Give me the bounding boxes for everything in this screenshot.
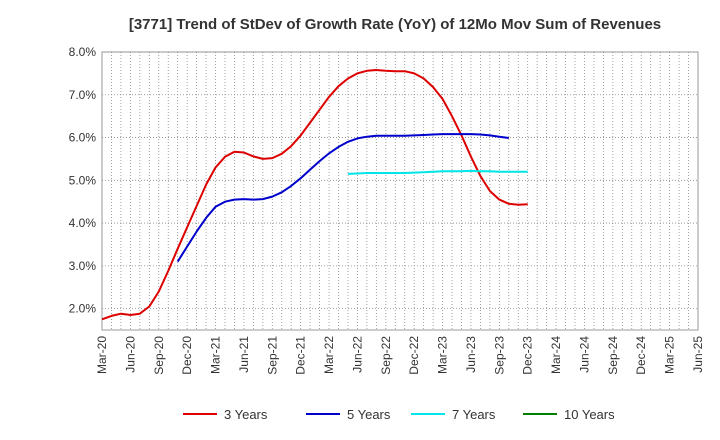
x-tick-label: Sep-23: [492, 336, 506, 375]
x-tick-label: Mar-23: [436, 336, 450, 374]
x-tick-label: Dec-24: [634, 336, 648, 375]
x-tick-label: Dec-23: [521, 336, 535, 375]
x-tick-label: Jun-23: [464, 336, 478, 373]
x-tick-label: Mar-25: [663, 336, 677, 374]
x-tick-label: Jun-25: [691, 336, 705, 373]
x-tick-label: Mar-24: [549, 336, 563, 374]
series-line-5-years: [176, 133, 509, 263]
y-axis-ticks: 8.0% 7.0% 6.0% 5.0% 4.0% 3.0% 2.0%: [69, 45, 97, 316]
legend-label: 10 Years: [564, 407, 615, 422]
series-line-7-years: [347, 169, 528, 175]
series-line-3-years: [101, 69, 528, 321]
legend: 3 Years 5 Years 7 Years 10 Years: [183, 407, 615, 422]
chart-title: [3771] Trend of StDev of Growth Rate (Yo…: [129, 16, 661, 33]
x-tick-label: Sep-21: [265, 336, 279, 375]
y-tick-label: 6.0%: [69, 131, 97, 145]
y-tick-label: 4.0%: [69, 216, 97, 230]
x-axis-ticks: Mar-20 Jun-20 Sep-20 Dec-20 Mar-21 Jun-21 Sep-…: [95, 336, 705, 375]
y-tick-label: 8.0%: [69, 45, 97, 59]
legend-label: 3 Years: [224, 407, 268, 422]
x-tick-label: Mar-20: [95, 336, 109, 374]
x-tick-label: Jun-24: [577, 336, 591, 373]
series-lines: [101, 69, 528, 321]
x-tick-label: Sep-20: [152, 336, 166, 375]
y-tick-label: 7.0%: [69, 88, 97, 102]
x-tick-label: Jun-22: [350, 336, 364, 373]
y-tick-label: 3.0%: [69, 259, 97, 273]
y-tick-label: 5.0%: [69, 173, 97, 187]
x-tick-label: Jun-20: [123, 336, 137, 373]
legend-label: 5 Years: [347, 407, 391, 422]
x-tick-label: Mar-21: [209, 336, 223, 374]
x-tick-label: Sep-24: [606, 336, 620, 375]
plot-area: [101, 51, 699, 331]
x-tick-label: Dec-20: [180, 336, 194, 375]
y-tick-label: 2.0%: [69, 302, 97, 316]
x-tick-label: Sep-22: [379, 336, 393, 375]
grid-lines: [102, 51, 698, 330]
legend-label: 7 Years: [452, 407, 496, 422]
x-tick-label: Jun-21: [237, 336, 251, 373]
x-tick-label: Dec-21: [294, 336, 308, 375]
x-tick-label: Mar-22: [322, 336, 336, 374]
x-tick-label: Dec-22: [407, 336, 421, 375]
